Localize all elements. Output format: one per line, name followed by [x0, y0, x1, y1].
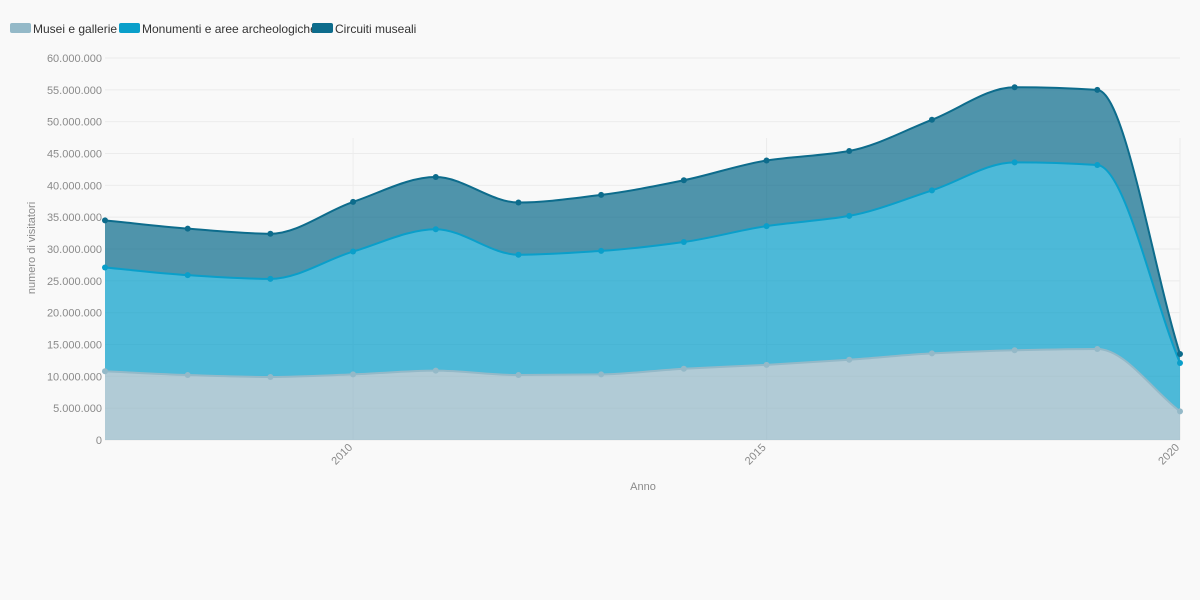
x-axis-title: Anno — [630, 481, 656, 493]
point-musei-e-gallerie[interactable] — [350, 371, 357, 378]
point-circuiti-museali[interactable] — [350, 198, 357, 205]
point-circuiti-museali[interactable] — [1177, 351, 1183, 358]
y-tick-label: 35.000.000 — [47, 212, 102, 224]
legend: Musei e gallerie Monumenti e aree archeo… — [10, 22, 416, 36]
legend-swatch-musei — [10, 23, 31, 33]
area-monumenti-e-aree-archeologiche — [105, 162, 1180, 412]
point-circuiti-museali[interactable] — [1094, 86, 1101, 93]
legend-swatch-monumenti — [119, 23, 140, 33]
point-monumenti-e-aree-archeologiche[interactable] — [267, 275, 274, 282]
point-musei-e-gallerie[interactable] — [1011, 347, 1018, 354]
legend-item-musei[interactable]: Musei e gallerie — [10, 22, 117, 36]
y-tick-label: 5.000.000 — [53, 403, 102, 415]
legend-label-musei: Musei e gallerie — [33, 22, 117, 36]
point-musei-e-gallerie[interactable] — [763, 361, 770, 368]
point-monumenti-e-aree-archeologiche[interactable] — [1011, 159, 1018, 166]
legend-swatch-circuiti — [312, 23, 333, 33]
point-monumenti-e-aree-archeologiche[interactable] — [432, 226, 439, 233]
point-circuiti-museali[interactable] — [846, 147, 853, 154]
point-monumenti-e-aree-archeologiche[interactable] — [102, 264, 108, 271]
x-tick-label: 2020 — [1156, 442, 1182, 468]
y-axis-ticks: 0 5.000.000 10.000.000 15.000.000 20.000.000… — [47, 53, 102, 447]
point-circuiti-museali[interactable] — [680, 177, 687, 184]
y-tick-label: 20.000.000 — [47, 308, 102, 320]
y-tick-label: 40.000.000 — [47, 180, 102, 192]
y-tick-label: 55.000.000 — [47, 85, 102, 97]
y-tick-label: 0 — [96, 435, 102, 447]
point-musei-e-gallerie[interactable] — [680, 365, 687, 372]
point-circuiti-museali[interactable] — [432, 174, 439, 181]
series-points — [102, 84, 1183, 415]
point-circuiti-museali[interactable] — [184, 225, 191, 232]
point-monumenti-e-aree-archeologiche[interactable] — [680, 238, 687, 245]
line-circuiti-museali — [104, 86, 1181, 355]
point-monumenti-e-aree-archeologiche[interactable] — [763, 223, 770, 230]
point-musei-e-gallerie[interactable] — [102, 368, 108, 375]
legend-label-monumenti: Monumenti e aree archeologiche — [142, 22, 317, 36]
y-tick-label: 10.000.000 — [47, 371, 102, 383]
point-musei-e-gallerie[interactable] — [846, 356, 853, 363]
point-monumenti-e-aree-archeologiche[interactable] — [350, 248, 357, 255]
point-circuiti-museali[interactable] — [102, 217, 108, 224]
point-musei-e-gallerie[interactable] — [267, 373, 274, 380]
point-musei-e-gallerie[interactable] — [1177, 408, 1183, 415]
point-musei-e-gallerie[interactable] — [928, 350, 935, 357]
point-monumenti-e-aree-archeologiche[interactable] — [1177, 359, 1183, 366]
point-circuiti-museali[interactable] — [267, 230, 274, 237]
legend-item-monumenti[interactable]: Monumenti e aree archeologiche — [119, 22, 317, 36]
y-tick-label: 45.000.000 — [47, 149, 102, 161]
point-musei-e-gallerie[interactable] — [184, 372, 191, 379]
point-musei-e-gallerie[interactable] — [515, 372, 522, 379]
point-monumenti-e-aree-archeologiche[interactable] — [598, 247, 605, 254]
legend-item-circuiti[interactable]: Circuiti museali — [312, 22, 416, 36]
area-musei-e-gallerie — [105, 348, 1180, 440]
point-monumenti-e-aree-archeologiche[interactable] — [515, 251, 522, 258]
x-tick-label: 2015 — [743, 442, 769, 468]
y-axis-title: numero di visitatori — [26, 202, 38, 294]
point-circuiti-museali[interactable] — [1011, 84, 1018, 91]
y-tick-label: 60.000.000 — [47, 53, 102, 65]
x-axis-ticks: 2010 2015 2020 — [329, 442, 1182, 468]
area-circuiti-museali — [105, 87, 1180, 363]
point-circuiti-museali[interactable] — [928, 116, 935, 123]
point-circuiti-museali[interactable] — [763, 157, 770, 164]
y-tick-label: 30.000.000 — [47, 244, 102, 256]
point-monumenti-e-aree-archeologiche[interactable] — [184, 272, 191, 279]
point-musei-e-gallerie[interactable] — [598, 371, 605, 378]
point-circuiti-museali[interactable] — [515, 199, 522, 206]
legend-label-circuiti: Circuiti museali — [335, 22, 416, 36]
x-tick-label: 2010 — [329, 442, 355, 468]
point-musei-e-gallerie[interactable] — [1094, 345, 1101, 352]
line-monumenti-e-aree-archeologiche — [104, 161, 1181, 364]
point-circuiti-museali[interactable] — [598, 191, 605, 198]
point-monumenti-e-aree-archeologiche[interactable] — [846, 212, 853, 219]
point-monumenti-e-aree-archeologiche[interactable] — [928, 187, 935, 194]
series-areas — [105, 87, 1180, 440]
y-tick-label: 25.000.000 — [47, 276, 102, 288]
y-tick-label: 50.000.000 — [47, 117, 102, 129]
point-monumenti-e-aree-archeologiche[interactable] — [1094, 161, 1101, 168]
y-tick-label: 15.000.000 — [47, 340, 102, 352]
point-musei-e-gallerie[interactable] — [432, 367, 439, 374]
